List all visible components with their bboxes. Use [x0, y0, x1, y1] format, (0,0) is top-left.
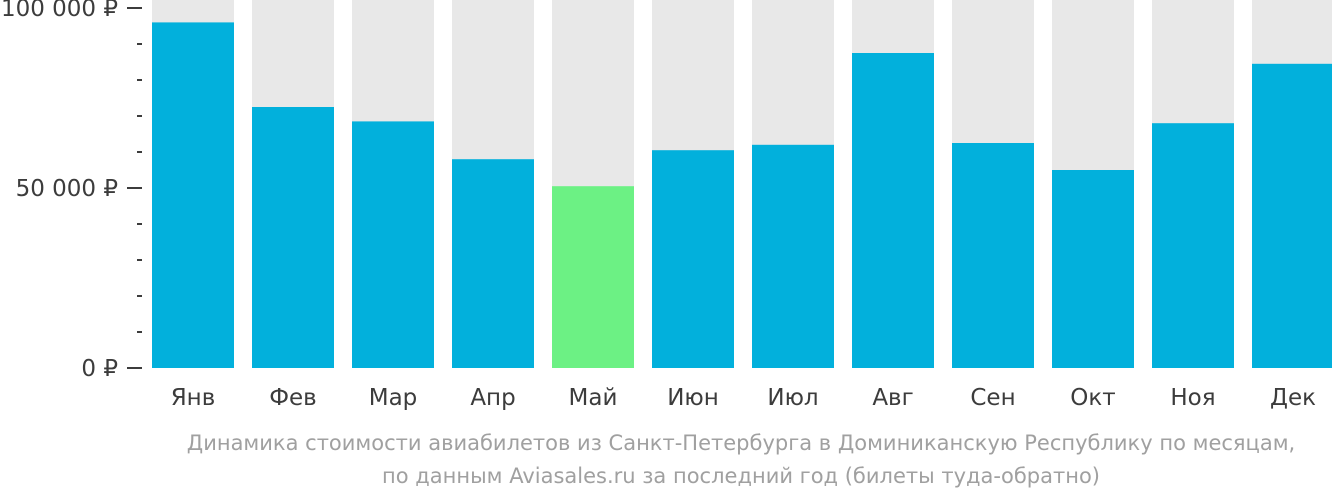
chart-caption-line-2: по данным Aviasales.ru за последний год … [382, 464, 1100, 488]
bar-6 [652, 150, 734, 368]
x-tick-label: Окт [1070, 385, 1115, 411]
y-axis: 0 ₽ 50 000 ₽ 100 000 ₽ [1, 0, 142, 382]
bar-2 [252, 107, 334, 368]
x-tick-label: Июл [767, 385, 818, 411]
x-tick-label: Дек [1270, 385, 1316, 411]
bar-5 [552, 186, 634, 368]
x-tick-label: Май [569, 385, 618, 411]
bar-8 [852, 53, 934, 368]
x-tick-label: Янв [171, 385, 216, 411]
x-tick-label: Ноя [1170, 385, 1215, 411]
bar-12 [1252, 63, 1332, 369]
x-axis: Янв Фев Мар Апр Май Июн Июл Авг Сен Окт Ноя Дек [171, 385, 1316, 411]
y-tick-label: 0 ₽ [81, 356, 118, 382]
bar-9 [952, 143, 1034, 368]
y-tick-label: 100 000 ₽ [1, 0, 118, 22]
bars [152, 0, 1332, 369]
x-tick-label: Сен [970, 385, 1015, 411]
bar-1 [152, 22, 234, 369]
x-tick-label: Фев [269, 385, 317, 411]
bar-11 [1152, 123, 1234, 368]
x-tick-label: Июн [667, 385, 719, 411]
bar-10 [1052, 170, 1134, 368]
bar-3 [352, 121, 434, 369]
x-tick-label: Мар [369, 385, 418, 411]
bar-chart: 0 ₽ 50 000 ₽ 100 000 ₽ Янв Фев Мар Апр Май Июн И… [1, 0, 1332, 411]
bar-7 [752, 144, 834, 368]
y-tick-label: 50 000 ₽ [16, 176, 118, 202]
x-tick-label: Авг [872, 385, 913, 411]
bar-4 [452, 159, 534, 368]
chart-caption-line-1: Динамика стоимости авиабилетов из Санкт-… [186, 431, 1296, 455]
x-tick-label: Апр [470, 385, 515, 411]
